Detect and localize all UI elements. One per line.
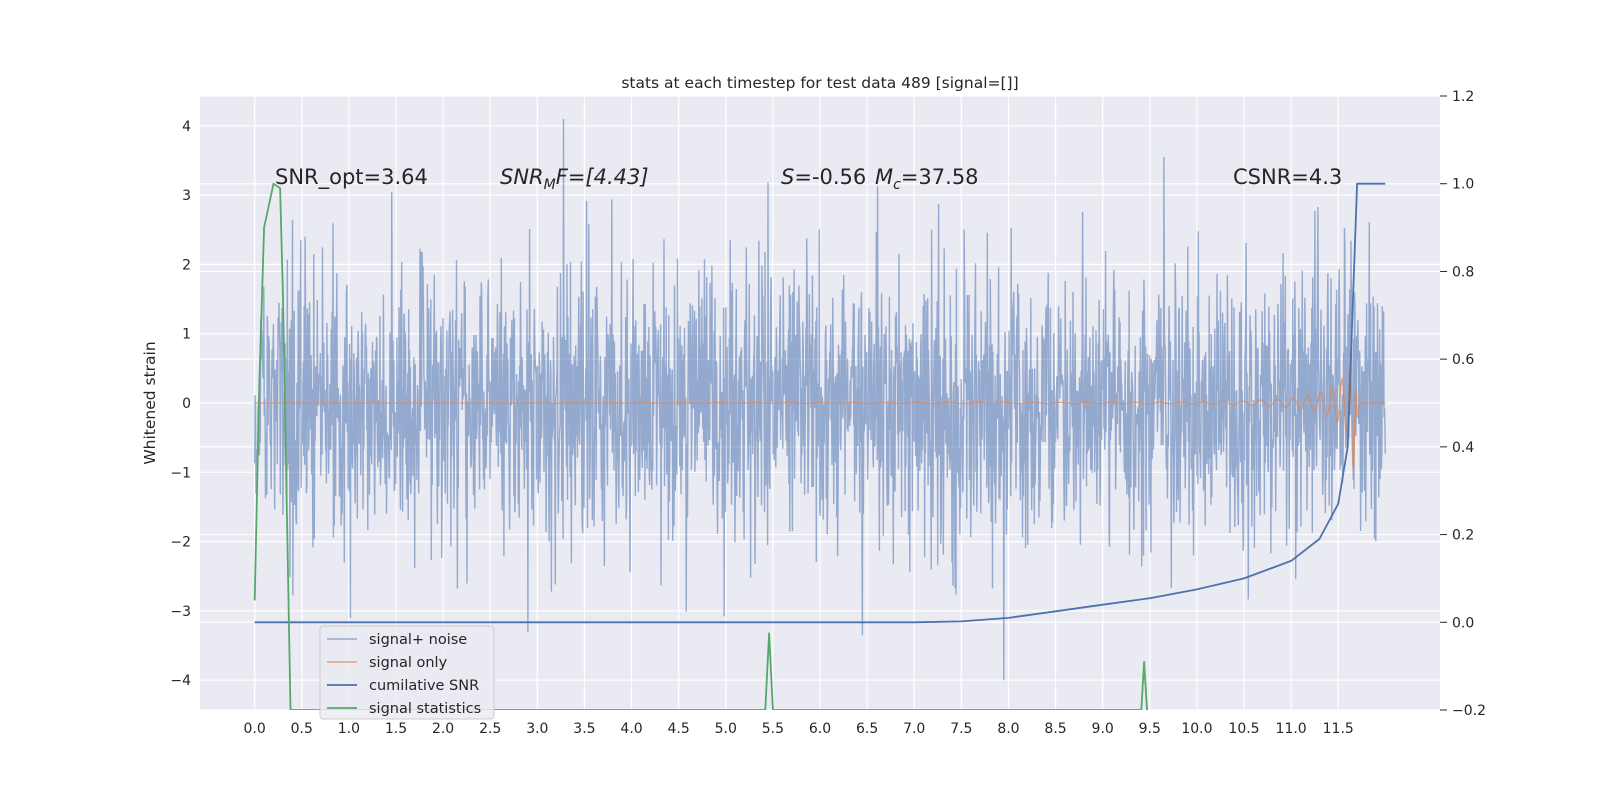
y2-tick-label: 1.2 xyxy=(1452,89,1474,105)
y-tick-label: 0 xyxy=(182,396,191,412)
annotation-snr-mf-main: SNR xyxy=(500,165,544,189)
y-tick-label: −3 xyxy=(170,604,191,620)
annotation-snr-mf-sub: M xyxy=(544,177,556,193)
annotation-mc-sub: c xyxy=(893,177,901,193)
x-tick-label: 5.0 xyxy=(715,721,737,737)
annotation-s: S=-0.56 xyxy=(781,165,866,189)
x-tick-label: 3.5 xyxy=(573,721,595,737)
y2-tick-label: 0.8 xyxy=(1452,264,1474,280)
y-tick-label: 3 xyxy=(182,188,191,204)
legend-label-cumilative-snr: cumilative SNR xyxy=(369,678,479,694)
x-tick-label: 8.5 xyxy=(1044,721,1066,737)
x-tick-label: 2.5 xyxy=(479,721,501,737)
y2-tick-label: 1.0 xyxy=(1452,177,1474,193)
x-tick-label: 1.5 xyxy=(385,721,407,737)
x-tick-label: 9.0 xyxy=(1092,721,1114,737)
x-tick-label: 7.5 xyxy=(950,721,972,737)
y-tick-label: 4 xyxy=(182,119,191,135)
annotation-csnr: CSNR=4.3 xyxy=(1233,165,1342,189)
x-tick-label: 8.0 xyxy=(997,721,1019,737)
y-axis-label: Whitened strain xyxy=(141,341,159,464)
x-tick-label: 9.5 xyxy=(1139,721,1161,737)
x-tick-label: 3.0 xyxy=(526,721,548,737)
y2-axis-ticks: −0.2 0.0 0.2 0.4 0.6 0.8 1.0 1.2 xyxy=(1440,89,1486,719)
y2-tick-label: −0.2 xyxy=(1452,703,1486,719)
y2-tick-label: 0.4 xyxy=(1452,440,1474,456)
y-tick-label: −4 xyxy=(170,673,191,689)
y2-tick-label: 0.6 xyxy=(1452,352,1474,368)
series-layer xyxy=(253,118,1386,710)
x-tick-label: 0.0 xyxy=(244,721,266,737)
legend-label-signal-only: signal only xyxy=(369,655,448,671)
series-signal-only-line xyxy=(254,368,1386,470)
x-tick-label: 7.0 xyxy=(903,721,925,737)
series-signal-statistics-line xyxy=(253,182,1148,710)
x-tick-label: 2.0 xyxy=(432,721,454,737)
annotations: SNR_opt=3.64 SNRMF=[4.43] S=-0.56 Mc=37.… xyxy=(275,165,1342,193)
annotation-snr-mf-rest: F=[4.43] xyxy=(556,165,649,189)
x-tick-label: 4.0 xyxy=(620,721,642,737)
legend-label-signal-noise: signal+ noise xyxy=(369,632,467,648)
x-tick-label: 11.5 xyxy=(1323,721,1354,737)
annotation-mc-rest: =37.58 xyxy=(901,165,979,189)
x-tick-label: 5.5 xyxy=(762,721,784,737)
y-tick-label: −1 xyxy=(170,465,191,481)
legend-label-signal-statistics: signal statistics xyxy=(369,701,481,717)
x-tick-label: 10.5 xyxy=(1228,721,1259,737)
y-tick-label: 1 xyxy=(182,327,191,343)
x-axis-ticks: 0.0 0.5 1.0 1.5 2.0 2.5 3.0 3.5 4.0 4.5 5.0 5.5 6.0 6… xyxy=(244,721,1354,737)
legend: signal+ noise signal only cumilative SNR… xyxy=(319,625,495,720)
x-tick-label: 4.5 xyxy=(668,721,690,737)
annotation-mc-main: M xyxy=(875,165,893,189)
x-tick-label: 6.5 xyxy=(856,721,878,737)
x-tick-label: 6.0 xyxy=(809,721,831,737)
series-signal-noise-line xyxy=(254,118,1386,681)
y2-tick-label: 0.2 xyxy=(1452,528,1474,544)
series-cumilative-snr-line xyxy=(254,182,1386,624)
x-tick-label: 1.0 xyxy=(338,721,360,737)
y-tick-label: 2 xyxy=(182,257,191,273)
annotation-snr-opt: SNR_opt=3.64 xyxy=(275,165,428,190)
annotation-snr-mf: SNRMF=[4.43] xyxy=(500,165,649,193)
y-tick-label: −2 xyxy=(170,535,191,551)
x-tick-label: 0.5 xyxy=(291,721,313,737)
legend-frame xyxy=(319,625,495,720)
x-tick-label: 11.0 xyxy=(1276,721,1307,737)
annotation-s-rest: =-0.56 xyxy=(794,165,866,189)
annotation-s-main: S xyxy=(781,165,794,189)
chart-title: stats at each timestep for test data 489… xyxy=(621,74,1018,92)
y2-tick-label: 0.0 xyxy=(1452,615,1474,631)
x-tick-label: 10.0 xyxy=(1181,721,1212,737)
annotation-mc: Mc=37.58 xyxy=(875,165,979,193)
y-axis-ticks: −4 −3 −2 −1 0 1 2 3 4 xyxy=(170,119,191,689)
